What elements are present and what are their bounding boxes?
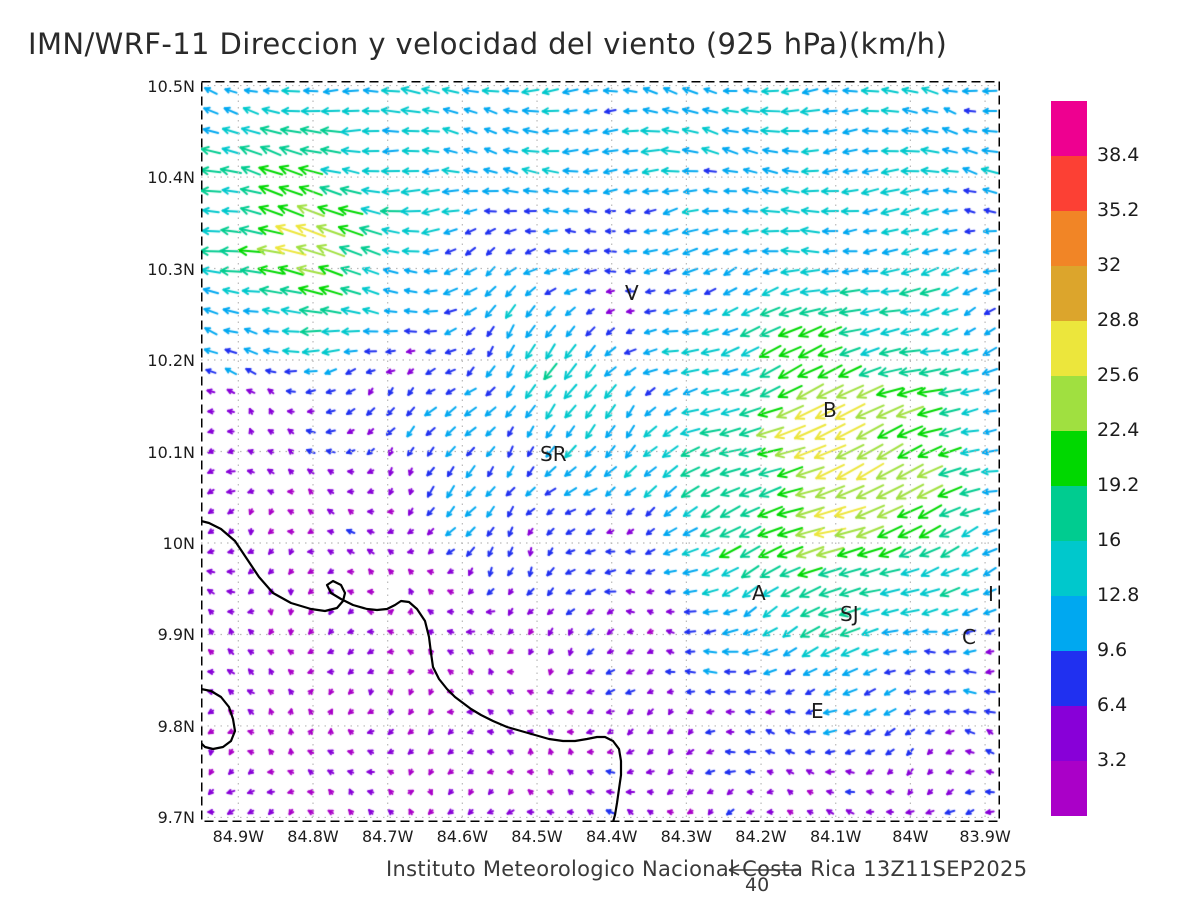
x-tick-84.3W: 84.3W [660,827,713,846]
y-tick-10.5N: 10.5N [147,76,195,96]
colorbar-tick-3.2: 3.2 [1097,749,1128,771]
colorbar-band-5 [1051,376,1087,431]
page-title: IMN/WRF-11 Direccion y velocidad del vie… [28,27,948,61]
y-tick-10.3N: 10.3N [147,259,195,279]
x-tick-84W: 84W [892,827,929,846]
colorbar-tick-12.8: 12.8 [1097,584,1140,606]
colorbar-band-9 [1051,596,1087,651]
colorbar-band-1 [1051,156,1087,211]
map-label-sr: SR [540,442,567,466]
map-label-sj: SJ [840,602,859,626]
colorbar-tick-38.4: 38.4 [1097,144,1140,166]
y-tick-10.1N: 10.1N [147,442,195,462]
plot-area [201,81,1000,822]
colorbar-band-8 [1051,541,1087,596]
colorbar-tick-16: 16 [1097,529,1122,551]
colorbar-tick-28.8: 28.8 [1097,309,1140,331]
y-tick-10.4N: 10.4N [147,168,195,188]
colorbar-band-3 [1051,266,1087,321]
colorbar-band-6 [1051,431,1087,486]
x-tick-83.9W: 83.9W [959,827,1011,846]
map-label-i: I [988,582,994,606]
y-tick-9.7N: 9.7N [157,808,195,828]
y-tick-9.9N: 9.9N [157,625,195,645]
colorbar-tick-32: 32 [1097,254,1122,276]
colorbar-tick-9.6: 9.6 [1097,639,1128,661]
map-label-v: V [625,281,639,305]
colorbar-band-7 [1051,486,1087,541]
reference-vector-arrow-icon [728,864,801,876]
y-tick-9.8N: 9.8N [157,716,195,736]
y-tick-10.2N: 10.2N [147,351,195,371]
colorbar-band-2 [1051,211,1087,266]
colorbar-band-10 [1051,651,1087,706]
x-tick-84.5W: 84.5W [511,827,563,846]
x-tick-84.9W: 84.9W [212,827,265,846]
coastline-outline [201,519,623,822]
colorbar-band-4 [1051,321,1087,376]
map-label-a: A [752,581,766,605]
x-tick-84.2W: 84.2W [735,827,787,846]
colorbar-tick-6.4: 6.4 [1097,694,1128,716]
footer-credit: Instituto Meteorologico Nacional Costa R… [386,857,1028,881]
colorbar-band-11 [1051,706,1087,761]
map-label-b: B [823,398,837,422]
colorbar-tick-19.2: 19.2 [1097,474,1140,496]
map-label-c: C [962,625,976,649]
colorbar-band-0 [1051,101,1087,156]
reference-vector-label: 40 [745,874,770,896]
colorbar-tick-25.6: 25.6 [1097,364,1140,386]
x-tick-84.6W: 84.6W [436,827,489,846]
x-tick-84.1W: 84.1W [809,827,862,846]
y-tick-10N: 10N [162,533,195,553]
colorbar-band-12 [1051,761,1087,816]
x-tick-84.7W: 84.7W [361,827,414,846]
colorbar-tick-35.2: 35.2 [1097,199,1140,221]
colorbar[interactable] [1051,101,1087,816]
x-tick-84.4W: 84.4W [585,827,638,846]
x-tick-84.8W: 84.8W [287,827,339,846]
map-label-e: E [811,699,824,723]
colorbar-tick-22.4: 22.4 [1097,419,1140,441]
